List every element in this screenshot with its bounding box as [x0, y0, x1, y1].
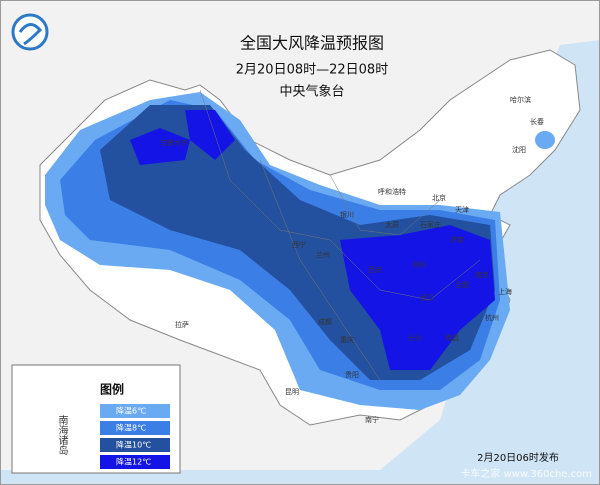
legend-title: 图例 — [100, 382, 124, 397]
city-label: 兰州 — [316, 250, 330, 259]
city-label: 哈尔滨 — [510, 95, 531, 104]
city-label: 合肥 — [455, 280, 469, 289]
city-label: 乌鲁木齐 — [160, 138, 188, 147]
city-label: 南昌 — [445, 333, 459, 342]
city-label: 昆明 — [285, 388, 299, 396]
city-label: 南京 — [475, 270, 489, 279]
logo-mark — [18, 23, 43, 46]
legend-swatch — [100, 438, 170, 452]
city-label: 郑州 — [412, 261, 426, 269]
issued: 2月20日06时发布 — [477, 451, 559, 464]
watermark: 卡车之家 www.360che.com — [460, 467, 592, 480]
city-label: 杭州 — [485, 313, 499, 322]
city-label: 西宁 — [292, 240, 306, 249]
legend-label: 降温12℃ — [116, 457, 151, 467]
city-label: 西安 — [368, 265, 382, 274]
legend: 图例 降温6℃ 降温8℃ 降温10℃ 降温12℃ — [100, 382, 170, 469]
legend-swatch — [100, 421, 170, 435]
subtitle: 2月20日08时—22日08时 — [236, 63, 388, 78]
city-label: 沈阳 — [512, 145, 526, 154]
title: 全国大风降温预报图 — [240, 34, 384, 53]
city-label: 北京 — [432, 193, 446, 202]
province-borders — [199, 89, 481, 381]
legend-label: 降温6℃ — [116, 406, 146, 416]
city-label: 贵阳 — [345, 370, 359, 379]
cities: 乌鲁木齐 哈尔滨 长春 沈阳 呼和浩特 北京 天津 石家庄 太原 济南 银川 西… — [160, 95, 544, 424]
city-label: 上海 — [498, 287, 512, 296]
cooling-12 — [130, 128, 190, 165]
city-label: 石家庄 — [420, 220, 441, 229]
legend-label: 降温10℃ — [116, 440, 151, 450]
city-label: 拉萨 — [175, 320, 189, 329]
city-label: 成都 — [318, 317, 332, 326]
city-label: 长沙 — [408, 333, 422, 342]
legend-swatch — [100, 404, 170, 418]
city-label: 济南 — [450, 235, 464, 244]
legend-swatch — [100, 455, 170, 469]
city-label: 呼和浩特 — [378, 187, 406, 196]
city-label: 长春 — [530, 117, 544, 126]
issuer: 中央气象台 — [279, 84, 344, 100]
cooling-12 — [185, 110, 235, 160]
cooling-6 — [535, 131, 555, 149]
city-label: 南宁 — [365, 415, 379, 424]
city-label: 银川 — [340, 210, 354, 219]
logo — [11, 13, 49, 51]
legend-label: 降温8℃ — [116, 423, 146, 433]
city-label: 武汉 — [420, 293, 434, 302]
inset-label: 南海诸岛 — [56, 414, 68, 456]
city-label: 天津 — [455, 206, 469, 214]
city-label: 重庆 — [340, 335, 354, 344]
city-label: 太原 — [385, 220, 399, 229]
